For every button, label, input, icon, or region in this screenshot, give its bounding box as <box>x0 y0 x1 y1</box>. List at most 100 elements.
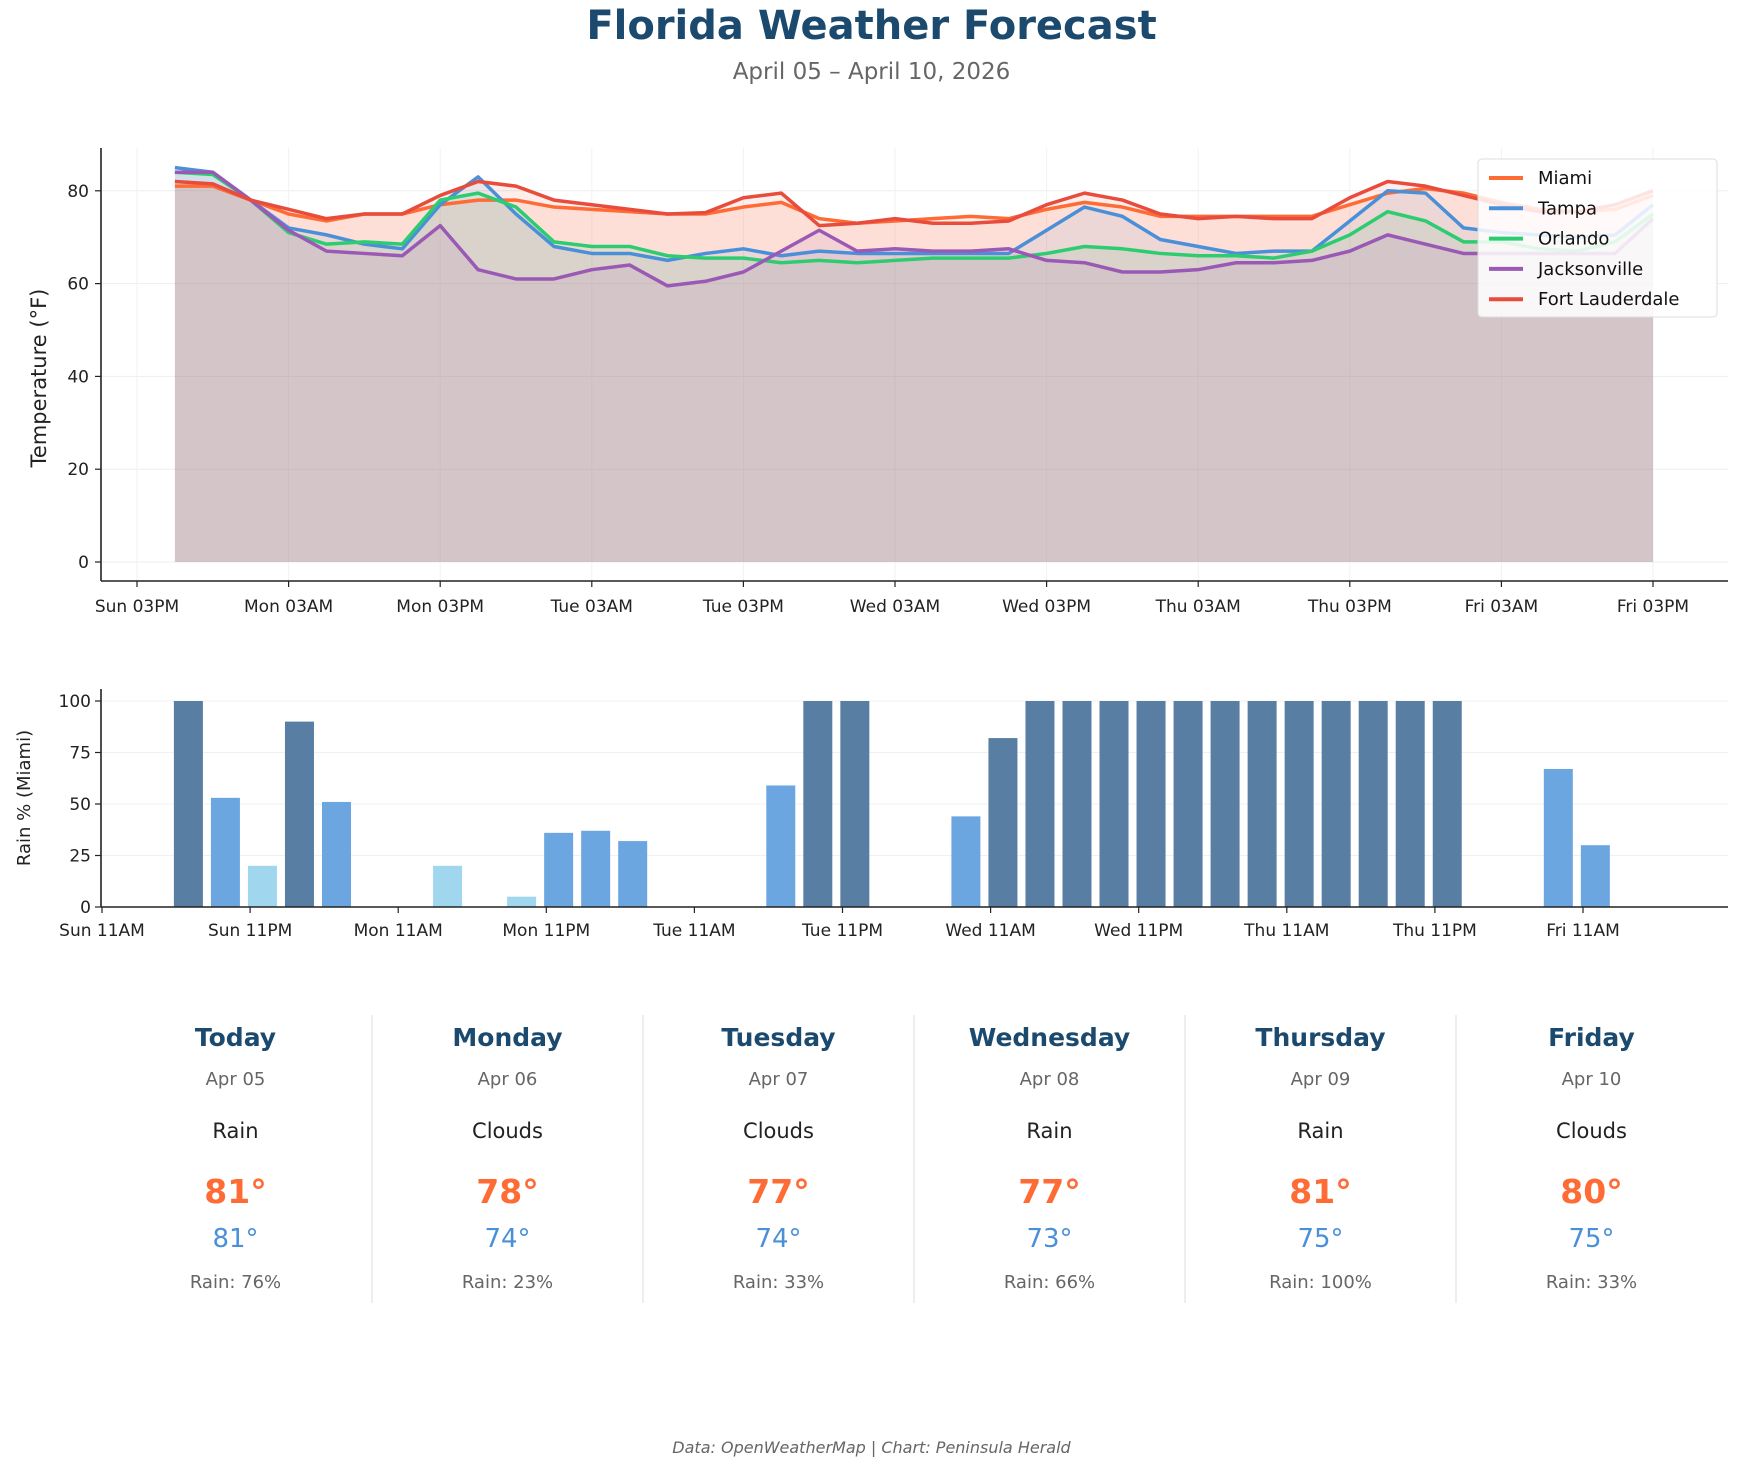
rain-bar <box>581 830 611 907</box>
temp-xtick-label: Mon 03AM <box>244 597 333 617</box>
day-date: Apr 07 <box>748 1069 809 1090</box>
temp-area-tampa <box>174 167 1653 562</box>
temp-ytick-label: 60 <box>67 275 89 295</box>
high-temp: 81° <box>1289 1172 1352 1211</box>
card-divider <box>913 1015 915 1303</box>
low-temp: 74° <box>484 1224 531 1254</box>
charts: 0 20 40 60 80 Sun 03PM Mon 03AM Mon 03PM Tue 03A… <box>14 148 1728 941</box>
rain-bar <box>173 701 203 907</box>
rain-bar <box>1173 701 1203 907</box>
low-temp: 73° <box>1026 1224 1073 1254</box>
rain-xtick-label: Wed 11AM <box>945 921 1035 941</box>
rain-ytick-label: 75 <box>69 744 91 764</box>
rain-bar <box>247 865 277 907</box>
rain-bar <box>284 721 314 907</box>
day-date: Apr 06 <box>477 1069 538 1090</box>
footer-credit: Data: OpenWeatherMap | Chart: Peninsula … <box>672 1438 1071 1457</box>
rain-bar <box>803 701 833 907</box>
forecast-card: Monday Apr 06 Clouds 78° 74° Rain: 23% <box>372 1015 643 1303</box>
day-condition: Clouds <box>743 1119 814 1143</box>
temp-xtick-label: Tue 03AM <box>550 597 633 617</box>
rain-ytick-label: 0 <box>80 898 91 918</box>
day-name: Friday <box>1548 1023 1635 1052</box>
temp-xtick-label: Fri 03AM <box>1465 597 1539 617</box>
low-temp: 75° <box>1568 1224 1615 1254</box>
rain-bar <box>544 832 574 907</box>
rain-xtick-label: Thu 11PM <box>1392 921 1477 941</box>
temp-line-jacksonville <box>174 170 1655 288</box>
temp-line-orlando <box>174 170 1655 265</box>
rain-bar <box>766 785 796 907</box>
rain-bar <box>1543 768 1573 907</box>
legend-box <box>1477 158 1718 318</box>
rain-xtick-label: Wed 11PM <box>1094 921 1183 941</box>
temp-xtick-label: Tue 03PM <box>702 597 784 617</box>
day-condition: Rain <box>1297 1119 1344 1143</box>
forecast-card: Tuesday Apr 07 Clouds 77° 74° Rain: 33% <box>643 1015 914 1303</box>
legend-label: Orlando <box>1538 229 1609 250</box>
rain-xtick-label: Mon 11AM <box>354 921 443 941</box>
rain-bar <box>1136 701 1166 907</box>
card-divider <box>1184 1015 1186 1303</box>
rain-xtick-label: Mon 11PM <box>502 921 590 941</box>
temp-line-fort-lauderdale <box>174 179 1654 228</box>
day-condition: Rain <box>212 1119 259 1143</box>
rain-bar <box>1025 701 1055 907</box>
day-date: Apr 05 <box>205 1069 266 1090</box>
rain-bar <box>1580 845 1610 907</box>
temp-legend: Miami Tampa Orlando Jacksonville Fort Lauder… <box>1477 158 1718 318</box>
day-name: Wednesday <box>968 1023 1131 1052</box>
rain-xtick-label: Thu 11AM <box>1243 921 1329 941</box>
rain-chance: Rain: 100% <box>1269 1272 1372 1293</box>
day-name: Thursday <box>1255 1023 1386 1052</box>
rain-chance: Rain: 76% <box>189 1272 282 1293</box>
rain-ytick-label: 25 <box>69 847 91 867</box>
high-temp: 81° <box>204 1172 267 1211</box>
high-temp: 80° <box>1560 1172 1623 1211</box>
legend-label: Fort Lauderdale <box>1538 289 1680 310</box>
high-temp: 77° <box>1018 1172 1081 1211</box>
rain-chance: Rain: 66% <box>1003 1272 1096 1293</box>
rain-y-axis-label: Rain % (Miami) <box>14 730 35 866</box>
rain-bar <box>433 865 463 907</box>
day-date: Apr 10 <box>1561 1069 1622 1090</box>
rain-xtick-label: Fri 11AM <box>1546 921 1620 941</box>
rain-bar <box>1395 701 1425 907</box>
rain-xtick-label: Tue 11AM <box>652 921 735 941</box>
low-temp: 74° <box>755 1224 802 1254</box>
rain-xtick-label: Sun 11PM <box>208 921 292 941</box>
forecast-card: Friday Apr 10 Clouds 80° 75° Rain: 33% <box>1456 1015 1727 1303</box>
day-condition: Rain <box>1026 1119 1073 1143</box>
temp-xtick-label: Thu 03AM <box>1155 597 1241 617</box>
rain-bar <box>1321 701 1351 907</box>
rain-bar <box>1099 701 1129 907</box>
day-name: Monday <box>452 1023 563 1052</box>
day-name: Today <box>194 1023 277 1052</box>
day-date: Apr 08 <box>1019 1069 1080 1090</box>
rain-bar <box>1432 701 1462 907</box>
temp-ytick-label: 40 <box>67 367 89 387</box>
day-condition: Clouds <box>472 1119 543 1143</box>
page-subtitle: April 05 – April 10, 2026 <box>732 59 1011 85</box>
page-title: Florida Weather Forecast <box>586 3 1157 49</box>
rain-bar <box>210 797 240 907</box>
temp-area-orlando <box>174 172 1653 563</box>
rain-bar <box>618 841 648 907</box>
legend-label: Jacksonville <box>1537 259 1643 280</box>
rain-ytick-label: 50 <box>69 795 91 815</box>
temp-ytick-label: 0 <box>78 553 89 573</box>
legend-label: Tampa <box>1537 198 1597 219</box>
temp-y-axis-label: Temperature (°F) <box>27 289 51 469</box>
rain-xtick-label: Sun 11AM <box>59 921 145 941</box>
rain-bar <box>321 801 351 907</box>
rain-bar <box>951 816 981 907</box>
temp-xtick-label: Wed 03PM <box>1002 597 1091 617</box>
rain-bar <box>1284 701 1314 907</box>
temp-ytick-label: 80 <box>67 182 89 202</box>
forecast-card: Thursday Apr 09 Rain 81° 75° Rain: 100% <box>1185 1015 1456 1303</box>
temp-xtick-label: Sun 03PM <box>95 597 179 617</box>
rain-xtick-label: Tue 11PM <box>801 921 883 941</box>
low-temp: 75° <box>1297 1224 1344 1254</box>
rain-ytick-label: 100 <box>59 692 91 712</box>
rain-chance: Rain: 33% <box>1545 1272 1638 1293</box>
